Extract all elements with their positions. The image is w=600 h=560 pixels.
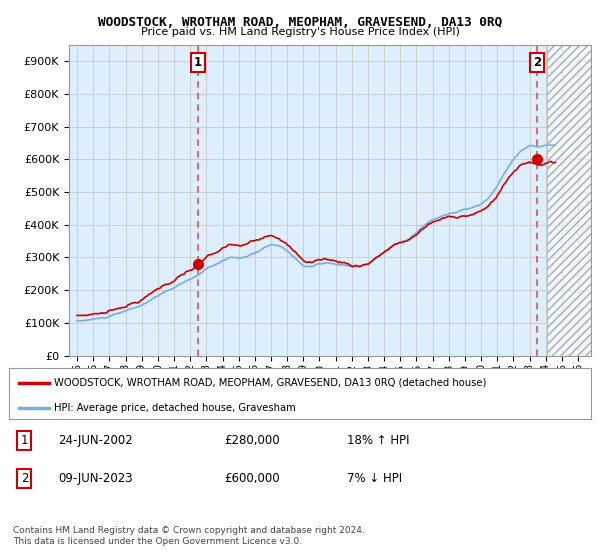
Text: 1: 1 bbox=[194, 55, 202, 69]
Text: 2: 2 bbox=[533, 55, 541, 69]
Text: £600,000: £600,000 bbox=[224, 472, 280, 485]
Text: 18% ↑ HPI: 18% ↑ HPI bbox=[347, 434, 409, 447]
Text: £280,000: £280,000 bbox=[224, 434, 280, 447]
Text: WOODSTOCK, WROTHAM ROAD, MEOPHAM, GRAVESEND, DA13 0RQ (detached house): WOODSTOCK, WROTHAM ROAD, MEOPHAM, GRAVES… bbox=[55, 377, 487, 388]
Bar bbox=[547, 45, 591, 356]
Bar bbox=[547, 45, 591, 356]
Text: HPI: Average price, detached house, Gravesham: HPI: Average price, detached house, Grav… bbox=[55, 403, 296, 413]
Text: WOODSTOCK, WROTHAM ROAD, MEOPHAM, GRAVESEND, DA13 0RQ: WOODSTOCK, WROTHAM ROAD, MEOPHAM, GRAVES… bbox=[98, 16, 502, 29]
Bar bbox=[547, 45, 591, 356]
Text: 7% ↓ HPI: 7% ↓ HPI bbox=[347, 472, 401, 485]
Text: 2: 2 bbox=[20, 472, 28, 485]
Text: Contains HM Land Registry data © Crown copyright and database right 2024.
This d: Contains HM Land Registry data © Crown c… bbox=[13, 526, 365, 546]
Text: 24-JUN-2002: 24-JUN-2002 bbox=[58, 434, 133, 447]
Text: Price paid vs. HM Land Registry's House Price Index (HPI): Price paid vs. HM Land Registry's House … bbox=[140, 27, 460, 37]
Text: 09-JUN-2023: 09-JUN-2023 bbox=[58, 472, 133, 485]
Text: 1: 1 bbox=[20, 434, 28, 447]
